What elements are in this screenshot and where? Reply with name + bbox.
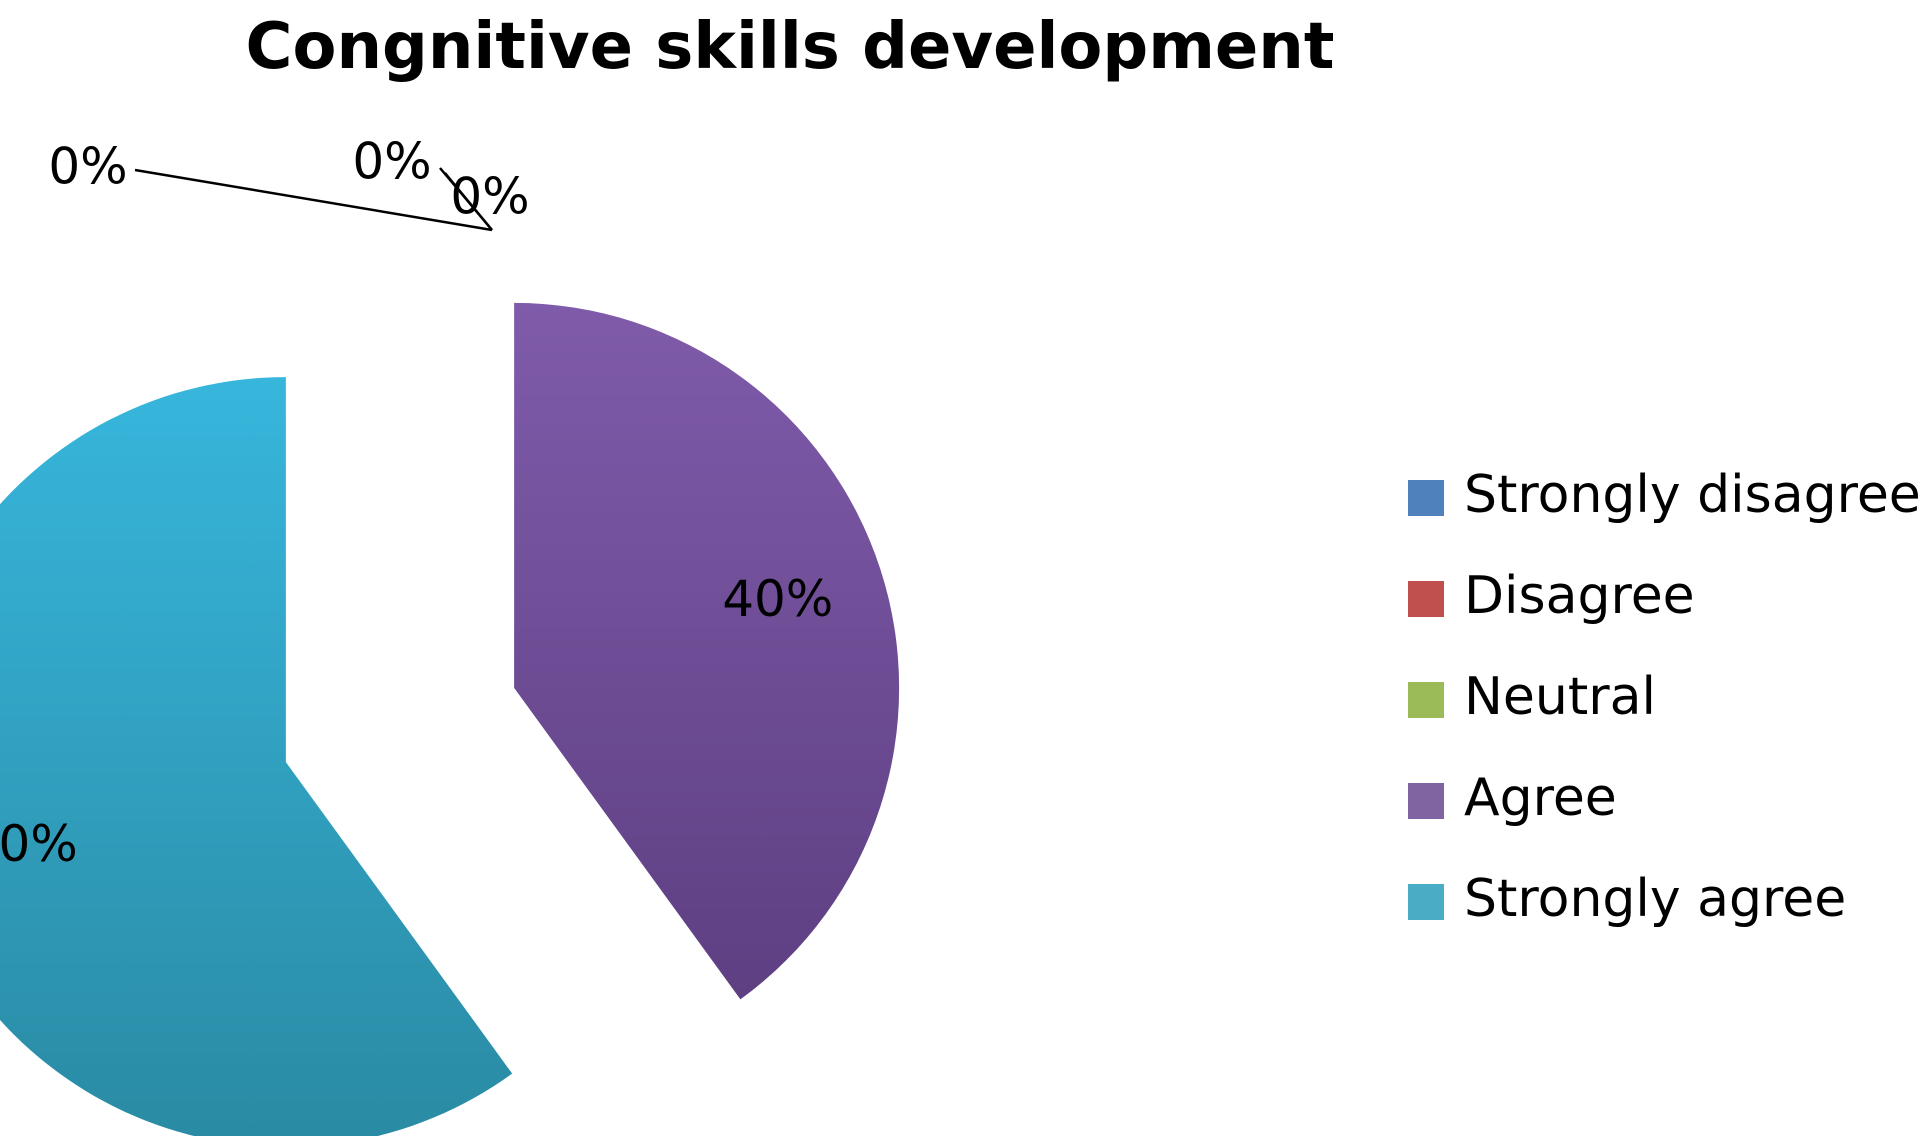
leader-line-strongly-disagree bbox=[134, 168, 493, 232]
legend-swatch-strongly-agree bbox=[1408, 884, 1444, 920]
legend-swatch-agree bbox=[1408, 783, 1444, 819]
data-labels: 40% 60% 0% 0% 0% bbox=[0, 133, 833, 874]
legend-swatch-neutral bbox=[1408, 682, 1444, 718]
legend-swatch-disagree bbox=[1408, 581, 1444, 617]
legend-label-agree: Agree bbox=[1464, 768, 1617, 828]
data-label-strongly-agree: 60% bbox=[0, 815, 78, 873]
data-label-strongly-disagree: 0% bbox=[48, 138, 127, 196]
legend-label-strongly-agree: Strongly agree bbox=[1464, 869, 1846, 929]
leader-line-neutral bbox=[444, 172, 493, 231]
legend-item-agree: Agree bbox=[1408, 768, 1617, 828]
pie-slice-agree bbox=[514, 302, 900, 1000]
legend-item-neutral: Neutral bbox=[1408, 667, 1656, 727]
legend-item-disagree: Disagree bbox=[1408, 566, 1695, 626]
data-label-agree: 40% bbox=[722, 570, 833, 628]
legend-item-strongly-agree: Strongly agree bbox=[1408, 869, 1846, 929]
legend-label-strongly-disagree: Strongly disagree bbox=[1464, 465, 1921, 525]
legend: Strongly disagree Disagree Neutral Agree Str… bbox=[1408, 465, 1921, 929]
pie-slice-strongly-agree bbox=[0, 377, 513, 1136]
chart-title: Congnitive skills development bbox=[246, 10, 1335, 84]
data-label-disagree: 0% bbox=[352, 133, 431, 191]
legend-label-neutral: Neutral bbox=[1464, 667, 1656, 727]
legend-item-strongly-disagree: Strongly disagree bbox=[1408, 465, 1921, 525]
legend-swatch-strongly-disagree bbox=[1408, 480, 1444, 516]
legend-label-disagree: Disagree bbox=[1464, 566, 1695, 626]
leader-lines bbox=[134, 167, 493, 232]
data-label-neutral: 0% bbox=[450, 168, 529, 226]
pie-slices bbox=[0, 302, 900, 1136]
